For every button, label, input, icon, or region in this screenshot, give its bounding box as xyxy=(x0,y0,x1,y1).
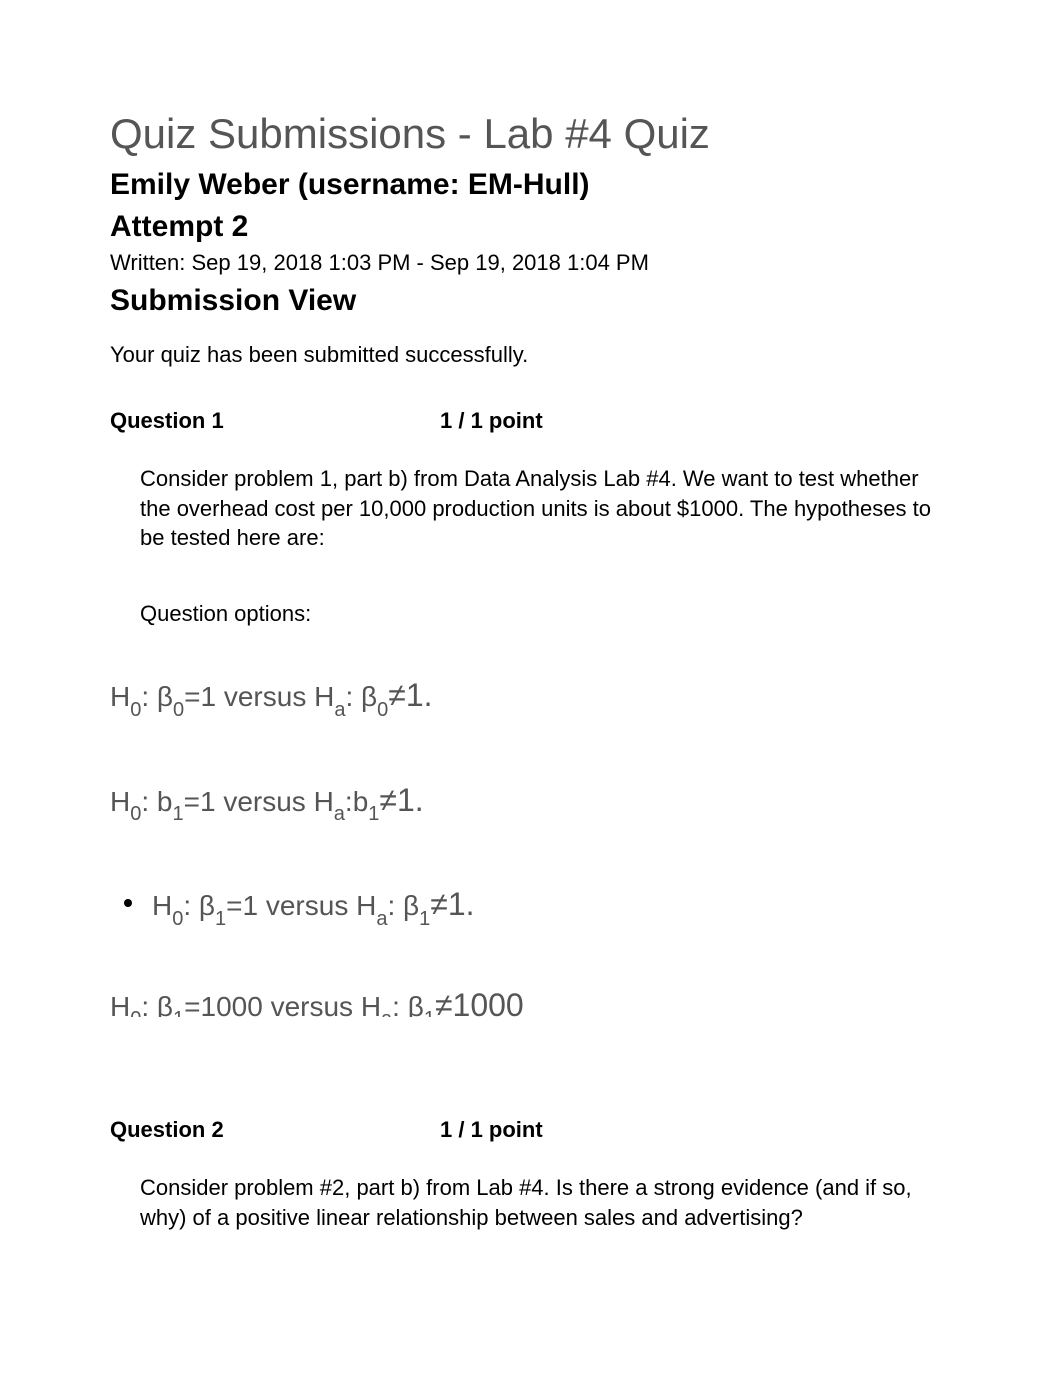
question-2-label: Question 2 xyxy=(110,1117,440,1143)
question-1-prompt: Consider problem 1, part b) from Data An… xyxy=(110,464,952,553)
success-message: Your quiz has been submitted successfull… xyxy=(110,342,952,368)
question-options-label: Question options: xyxy=(110,601,952,627)
question-1-option-d: H0: β1=1000 versus Ha: β1≠1000 xyxy=(110,989,952,1017)
question-1-option-b: H0: b1=1 versus Ha:b1≠1. xyxy=(110,780,952,825)
question-1-option-a: H0: β0=1 versus Ha: β0≠1. xyxy=(110,675,952,720)
question-2-prompt-text: Consider problem #2, part b) from Lab #4… xyxy=(140,1173,952,1232)
question-1-points: 1 / 1 point xyxy=(440,408,543,434)
question-1-label: Question 1 xyxy=(110,408,440,434)
written-timestamp: Written: Sep 19, 2018 1:03 PM - Sep 19, … xyxy=(110,250,952,276)
question-2-header: Question 2 1 / 1 point xyxy=(110,1117,952,1143)
question-1-prompt-text: Consider problem 1, part b) from Data An… xyxy=(140,464,952,553)
question-2-prompt: Consider problem #2, part b) from Lab #4… xyxy=(110,1173,952,1232)
submission-view-heading: Submission View xyxy=(110,284,952,318)
attempt-number: Attempt 2 xyxy=(110,210,952,244)
page-title: Quiz Submissions - Lab #4 Quiz xyxy=(110,110,952,158)
question-1-option-c-selected: H0: β1=1 versus Ha: β1≠1. xyxy=(110,884,952,929)
question-1-header: Question 1 1 / 1 point xyxy=(110,408,952,434)
student-name: Emily Weber (username: EM-Hull) xyxy=(110,168,952,202)
question-2-points: 1 / 1 point xyxy=(440,1117,543,1143)
